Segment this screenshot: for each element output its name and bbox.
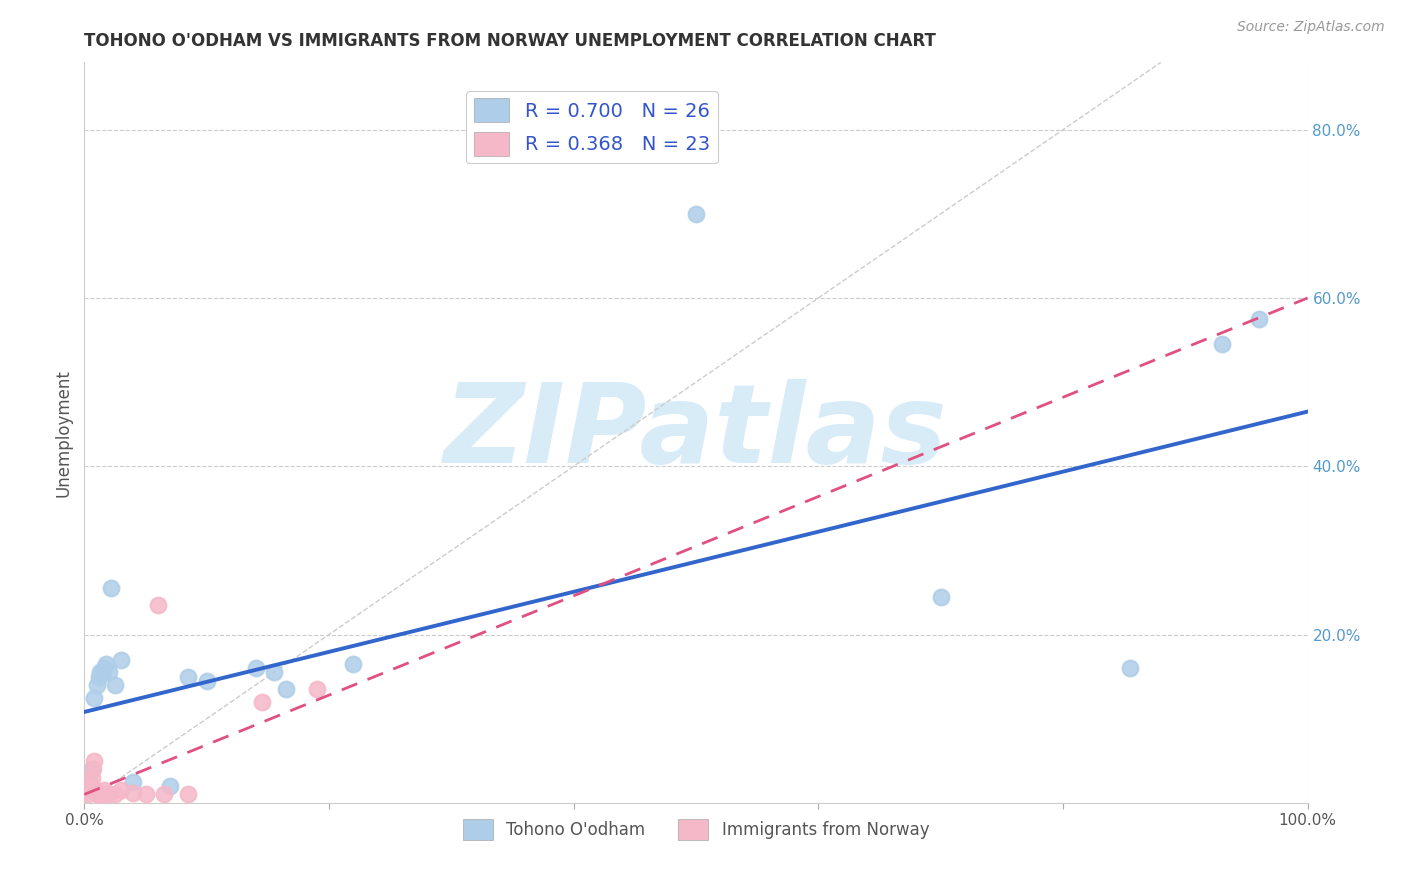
- Point: [195, 673, 218, 688]
- Point: [89, 665, 111, 680]
- Legend: Tohono O'odham, Immigrants from Norway: Tohono O'odham, Immigrants from Norway: [456, 813, 936, 847]
- Point: [83, 754, 105, 768]
- Point: [79, 779, 101, 793]
- Point: [97, 665, 120, 680]
- Point: [91, 665, 114, 680]
- Point: [135, 788, 157, 802]
- Point: [276, 682, 298, 697]
- Point: [110, 653, 132, 667]
- Point: [245, 661, 267, 675]
- Text: ZIPatlas: ZIPatlas: [444, 379, 948, 486]
- Point: [177, 670, 200, 684]
- Point: [80, 762, 103, 776]
- Point: [146, 598, 169, 612]
- Point: [90, 788, 112, 802]
- Point: [87, 788, 110, 802]
- Text: Source: ZipAtlas.com: Source: ZipAtlas.com: [1237, 20, 1385, 34]
- Point: [86, 788, 108, 802]
- Point: [96, 788, 118, 802]
- Point: [159, 779, 181, 793]
- Point: [104, 788, 127, 802]
- Point: [77, 774, 100, 789]
- Point: [122, 774, 145, 789]
- Point: [80, 771, 103, 785]
- Point: [1119, 661, 1142, 675]
- Point: [122, 786, 145, 800]
- Point: [929, 590, 952, 604]
- Point: [96, 657, 118, 671]
- Point: [110, 783, 132, 797]
- Point: [77, 788, 100, 802]
- Point: [685, 207, 707, 221]
- Point: [1247, 312, 1270, 326]
- Point: [250, 695, 273, 709]
- Point: [97, 788, 120, 802]
- Point: [305, 682, 328, 697]
- Point: [87, 788, 110, 802]
- Point: [153, 788, 176, 802]
- Point: [86, 678, 108, 692]
- Y-axis label: Unemployment: Unemployment: [55, 368, 73, 497]
- Point: [82, 762, 104, 776]
- Point: [93, 783, 115, 797]
- Text: TOHONO O'ODHAM VS IMMIGRANTS FROM NORWAY UNEMPLOYMENT CORRELATION CHART: TOHONO O'ODHAM VS IMMIGRANTS FROM NORWAY…: [84, 32, 936, 50]
- Point: [84, 783, 107, 797]
- Point: [93, 661, 115, 675]
- Point: [100, 581, 122, 595]
- Point: [83, 690, 105, 705]
- Point: [263, 665, 285, 680]
- Point: [1211, 337, 1233, 351]
- Point: [104, 678, 127, 692]
- Point: [77, 783, 100, 797]
- Point: [177, 788, 200, 802]
- Point: [87, 670, 110, 684]
- Point: [342, 657, 364, 671]
